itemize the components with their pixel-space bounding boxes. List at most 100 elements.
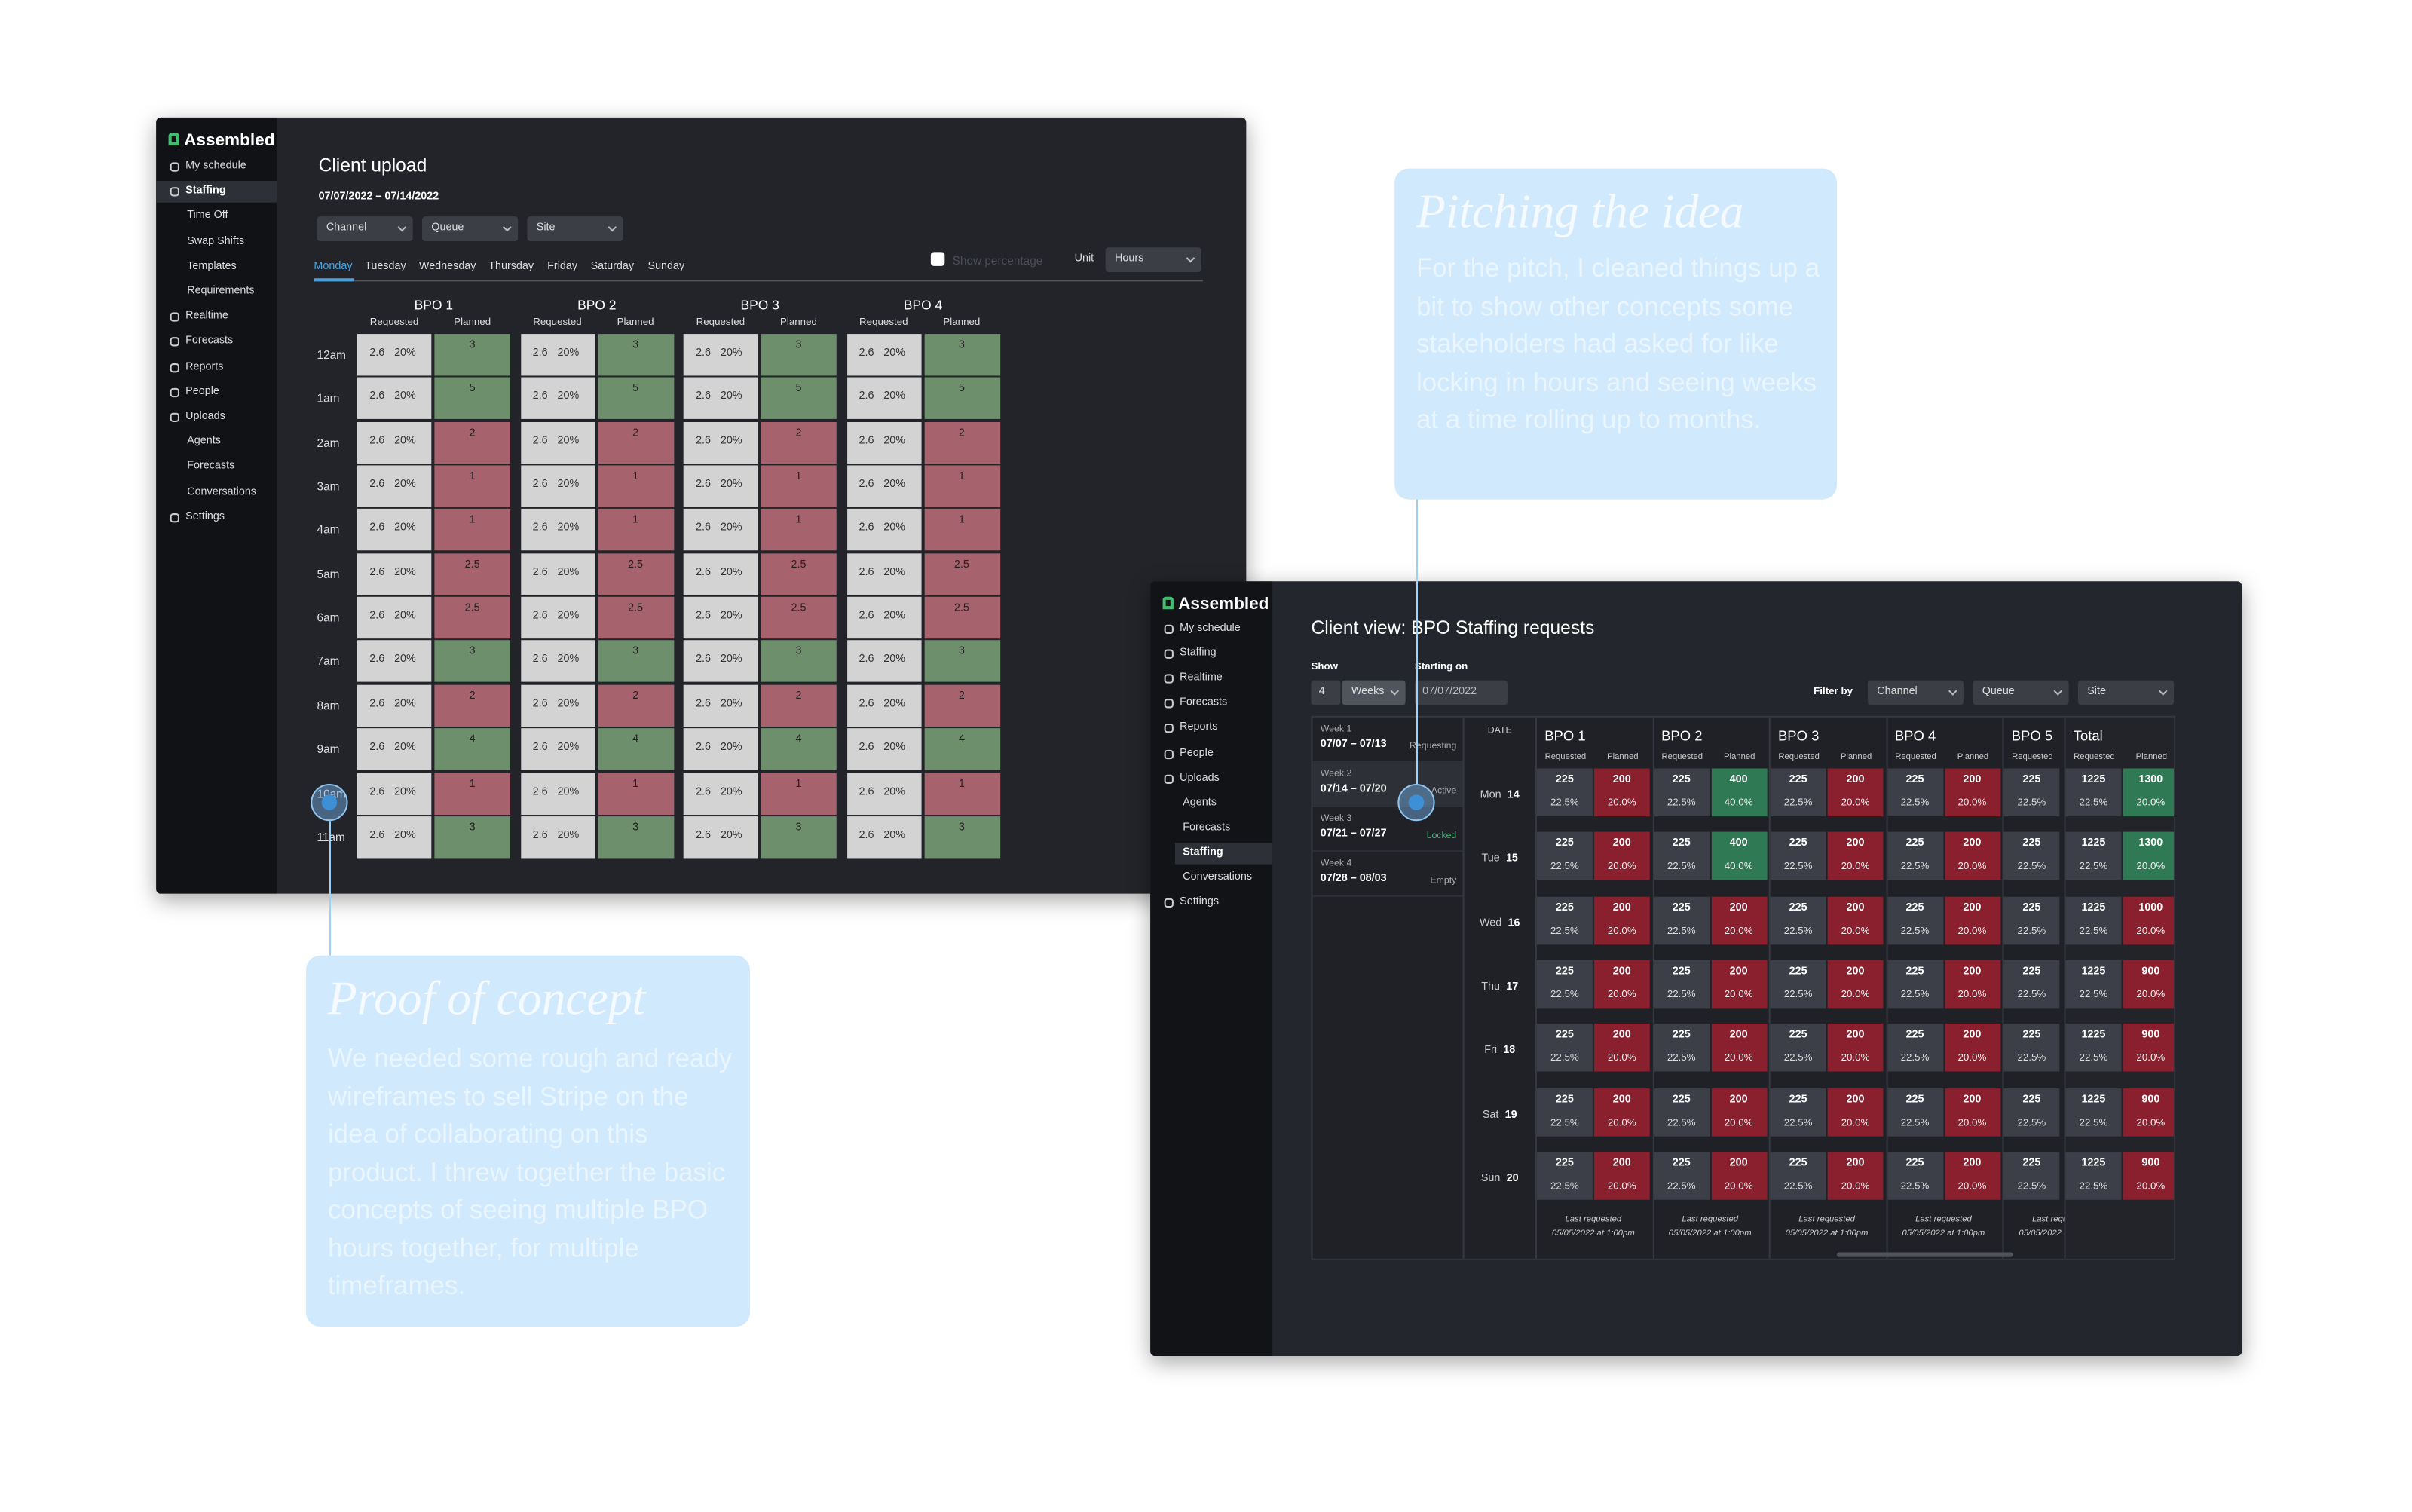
- planned-cell: 3: [923, 334, 1000, 376]
- nav-item[interactable]: Templates: [187, 261, 237, 272]
- week-row[interactable]: Week 3 07/21 – 07/27 Locked: [1312, 807, 1463, 852]
- nav-icon: [1164, 649, 1174, 660]
- planned-value: 1: [795, 471, 802, 483]
- requested-value: 225: [1672, 966, 1691, 978]
- nav-item[interactable]: My schedule: [1180, 623, 1241, 635]
- nav-item[interactable]: Staffing: [1180, 647, 1217, 660]
- week-row[interactable]: Week 2 07/14 – 07/20 Active: [1312, 762, 1463, 807]
- day-tab[interactable]: Monday: [314, 261, 353, 273]
- group-header: BPO 2: [577, 296, 617, 313]
- nav-item[interactable]: Forecasts: [187, 461, 235, 473]
- group-header: Total: [2073, 728, 2103, 744]
- day-tab[interactable]: Friday: [547, 261, 578, 273]
- nav-item[interactable]: Uploads: [185, 411, 225, 422]
- requested-cell: 2.6 20%: [520, 465, 595, 507]
- nav-icon: [1164, 773, 1174, 784]
- nav-item[interactable]: Swap Shifts: [187, 236, 245, 247]
- requested-value: 225: [1789, 902, 1807, 914]
- nav-active: [1174, 842, 1273, 865]
- dropdown[interactable]: Queue: [421, 216, 519, 241]
- column-header: Planned: [2135, 752, 2168, 763]
- dropdown[interactable]: Hours: [1105, 247, 1201, 273]
- nav-item[interactable]: Forecasts: [185, 335, 234, 347]
- group-header: BPO 5: [2011, 728, 2053, 744]
- requested-cell: 225 22.5%: [1887, 895, 1943, 944]
- planned-value: 200: [1729, 1030, 1748, 1041]
- nav-item[interactable]: Realtime: [1180, 672, 1223, 684]
- nav-item[interactable]: Time Off: [187, 210, 228, 222]
- planned-cell: 3: [761, 334, 837, 376]
- planned-cell: 900 20.0%: [2123, 1024, 2175, 1072]
- checkbox[interactable]: [930, 252, 945, 266]
- dropdown[interactable]: Weeks: [1342, 680, 1406, 705]
- planned-cell: 900 20.0%: [2123, 1151, 2175, 1200]
- requested-cell: 2.6 20%: [520, 684, 595, 727]
- requested-value: 2.6: [369, 479, 385, 491]
- nav-item[interactable]: Forecasts: [1183, 822, 1231, 834]
- requested-cell: 2.6 20%: [520, 596, 595, 639]
- nav-item[interactable]: Reports: [1180, 722, 1218, 734]
- dropdown[interactable]: Channel: [1867, 680, 1964, 705]
- column-header: Requested: [1661, 752, 1703, 763]
- requested-cell: 2.6 20%: [683, 684, 758, 727]
- hour-label: 1am: [317, 391, 340, 406]
- planned-value: 200: [1612, 1030, 1631, 1041]
- requested-value: 225: [1905, 774, 1924, 786]
- nav-item[interactable]: Agents: [187, 436, 221, 448]
- planned-cell: 1000 20.0%: [2123, 895, 2175, 944]
- nav-item[interactable]: People: [185, 386, 219, 397]
- chevron: [1390, 687, 1400, 696]
- planned-cell: 3: [434, 334, 510, 376]
- day-tab[interactable]: Thursday: [488, 261, 534, 273]
- nav-item[interactable]: Staffing: [1183, 846, 1223, 859]
- nav-item[interactable]: Forecasts: [1180, 697, 1228, 709]
- requested-cell: 225 22.5%: [1887, 1088, 1943, 1136]
- requested-cell: 2.6 20%: [846, 378, 921, 420]
- planned-value: 200: [1729, 1157, 1748, 1169]
- column-header: Planned: [1957, 752, 1989, 763]
- requested-value: 225: [1905, 1094, 1924, 1105]
- week-row[interactable]: Week 4 07/28 – 08/03 Empty: [1312, 852, 1463, 897]
- requested-value: 2.6: [696, 523, 712, 534]
- nav-item[interactable]: People: [1180, 747, 1214, 759]
- nav-item[interactable]: Conversations: [187, 486, 256, 497]
- week-range: 07/14 – 07/20: [1320, 783, 1387, 795]
- requested-value: 2.6: [696, 830, 712, 841]
- nav-item[interactable]: Settings: [185, 511, 225, 522]
- day-tab[interactable]: Tuesday: [365, 261, 406, 273]
- dropdown[interactable]: Site: [2077, 680, 2175, 705]
- footer-note: 05/05/2022 at 1:00pm: [1551, 1228, 1635, 1238]
- nav-item[interactable]: Settings: [1180, 896, 1220, 908]
- nav-item[interactable]: Reports: [185, 361, 224, 372]
- requested-cell: 2.6 20%: [846, 552, 921, 595]
- requested-value: 225: [1789, 1094, 1807, 1105]
- nav-item[interactable]: My schedule: [185, 161, 246, 172]
- nav-item[interactable]: Staffing: [185, 185, 226, 197]
- dropdown[interactable]: Queue: [1973, 680, 2069, 705]
- requested-value: 1225: [2081, 1094, 2106, 1105]
- requested-cell: 2.6 20%: [683, 552, 758, 595]
- day-tab[interactable]: Saturday: [590, 261, 635, 273]
- nav-item[interactable]: Conversations: [1183, 871, 1253, 883]
- requested-cell: 2.6 20%: [846, 816, 921, 859]
- nav-item[interactable]: Uploads: [1180, 772, 1220, 784]
- requested-value: 225: [1905, 838, 1924, 849]
- requested-value: 225: [2022, 774, 2041, 786]
- day-tab[interactable]: Sunday: [647, 261, 685, 273]
- planned-cell: 200 20.0%: [1944, 895, 2000, 944]
- dropdown[interactable]: Site: [527, 216, 623, 241]
- planned-value: 3: [632, 340, 639, 351]
- requested-value: 225: [1789, 1030, 1807, 1041]
- planned-value: 200: [1612, 1157, 1631, 1169]
- nav-item[interactable]: Agents: [1183, 797, 1217, 809]
- dropdown[interactable]: Channel: [317, 216, 413, 241]
- requested-value: 2.6: [532, 742, 548, 754]
- week-row[interactable]: Week 1 07/07 – 07/13 Requesting: [1312, 718, 1463, 763]
- requested-percent: 22.5%: [1550, 862, 1579, 873]
- nav-item[interactable]: Requirements: [187, 286, 255, 297]
- planned-value: 200: [1612, 966, 1631, 978]
- nav-item[interactable]: Realtime: [185, 311, 228, 323]
- requested-percent: 20%: [557, 523, 580, 534]
- day-tab[interactable]: Wednesday: [418, 261, 476, 273]
- requested-cell: 225 22.5%: [1536, 1088, 1593, 1136]
